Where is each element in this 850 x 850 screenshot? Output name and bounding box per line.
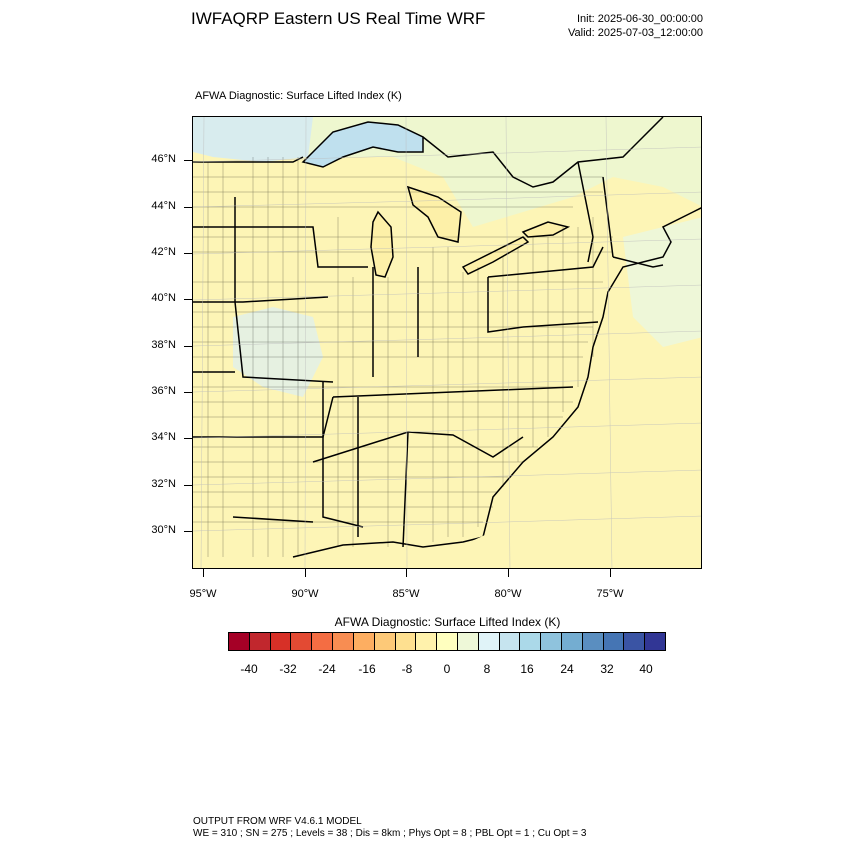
valid-time: Valid: 2025-07-03_12:00:00 bbox=[568, 27, 703, 39]
colorbar-box bbox=[437, 633, 458, 650]
colorbar-box bbox=[395, 633, 417, 650]
colorbar-box bbox=[603, 633, 625, 650]
colorbar-box bbox=[645, 633, 666, 650]
lon-tick bbox=[305, 569, 306, 577]
canada-border bbox=[422, 117, 664, 188]
footer-model: OUTPUT FROM WRF V4.6.1 MODEL bbox=[193, 816, 362, 827]
lat-tick bbox=[184, 207, 192, 208]
colorbar-label: 8 bbox=[483, 662, 491, 676]
colorbar-box bbox=[291, 633, 313, 650]
field-area-northwest bbox=[193, 117, 313, 162]
lat-tick bbox=[184, 346, 192, 347]
lat-tick bbox=[184, 531, 192, 532]
colorbar-box bbox=[353, 633, 375, 650]
footer-settings: WE = 310 ; SN = 275 ; Levels = 38 ; Dis … bbox=[193, 828, 587, 839]
colorbar-box bbox=[562, 633, 583, 650]
init-time: Init: 2025-06-30_00:00:00 bbox=[577, 13, 703, 25]
lat-label-40n: 40°N bbox=[151, 292, 176, 304]
lon-tick bbox=[508, 569, 509, 577]
colorbar-label: 32 bbox=[600, 662, 614, 676]
colorbar-label: -8 bbox=[401, 662, 413, 676]
lake-michigan bbox=[370, 210, 394, 278]
lat-tick bbox=[184, 438, 192, 439]
colorbar-box bbox=[374, 633, 396, 650]
lon-tick bbox=[406, 569, 407, 577]
colorbar-label: 16 bbox=[520, 662, 534, 676]
lon-label-75w: 75°W bbox=[596, 588, 624, 600]
lat-label-38n: 38°N bbox=[151, 339, 176, 351]
county-lines bbox=[193, 157, 613, 557]
colorbar-label: 40 bbox=[639, 662, 653, 676]
lon-label-95w: 95°W bbox=[189, 588, 217, 600]
lake-superior bbox=[301, 121, 424, 168]
lat-label-44n: 44°N bbox=[151, 200, 176, 212]
lat-tick bbox=[184, 253, 192, 254]
colorbar-box bbox=[416, 633, 438, 650]
colorbar-box bbox=[541, 633, 562, 650]
map-panel bbox=[192, 116, 702, 569]
lon-tick bbox=[610, 569, 611, 577]
lake-ontario bbox=[521, 221, 571, 238]
colorbar-label: -16 bbox=[358, 662, 376, 676]
colorbar-label: 24 bbox=[560, 662, 574, 676]
coastline bbox=[292, 207, 701, 558]
lat-tick bbox=[184, 392, 192, 393]
graticule bbox=[193, 117, 701, 568]
colorbar-box bbox=[229, 633, 250, 650]
colorbar-title: AFWA Diagnostic: Surface Lifted Index (K… bbox=[334, 615, 561, 629]
colorbar-label: -40 bbox=[240, 662, 258, 676]
lat-label-32n: 32°N bbox=[151, 478, 176, 490]
lon-tick bbox=[203, 569, 204, 577]
colorbar-box bbox=[457, 633, 479, 650]
colorbar-box bbox=[333, 633, 354, 650]
field-area-missouri bbox=[233, 307, 323, 397]
colorbar-box bbox=[624, 633, 646, 650]
lon-label-85w: 85°W bbox=[392, 588, 420, 600]
colorbar-label: 0 bbox=[443, 662, 451, 676]
lat-tick bbox=[184, 160, 192, 161]
map-canvas bbox=[193, 117, 701, 568]
lat-label-36n: 36°N bbox=[151, 385, 176, 397]
lat-label-34n: 34°N bbox=[151, 431, 176, 443]
field-title: AFWA Diagnostic: Surface Lifted Index (K… bbox=[195, 90, 402, 102]
lon-label-90w: 90°W bbox=[291, 588, 319, 600]
lat-label-46n: 46°N bbox=[151, 153, 176, 165]
lat-label-30n: 30°N bbox=[151, 524, 176, 536]
colorbar-box bbox=[499, 633, 521, 650]
field-area-atlantic bbox=[623, 217, 701, 347]
gulf bbox=[423, 535, 493, 568]
colorbar-box bbox=[478, 633, 500, 650]
lat-label-42n: 42°N bbox=[151, 246, 176, 258]
colorbar-box bbox=[520, 633, 542, 650]
lat-tick bbox=[184, 485, 192, 486]
colorbar-label: -24 bbox=[318, 662, 336, 676]
plot-title: IWFAQRP Eastern US Real Time WRF bbox=[191, 9, 486, 28]
colorbar bbox=[228, 632, 666, 651]
colorbar-box bbox=[582, 633, 604, 650]
lat-tick bbox=[184, 299, 192, 300]
colorbar-box bbox=[312, 633, 334, 650]
colorbar-box bbox=[270, 633, 292, 650]
lon-label-80w: 80°W bbox=[494, 588, 522, 600]
colorbar-label: -32 bbox=[279, 662, 297, 676]
colorbar-box bbox=[249, 633, 271, 650]
state-boundaries bbox=[193, 156, 664, 548]
